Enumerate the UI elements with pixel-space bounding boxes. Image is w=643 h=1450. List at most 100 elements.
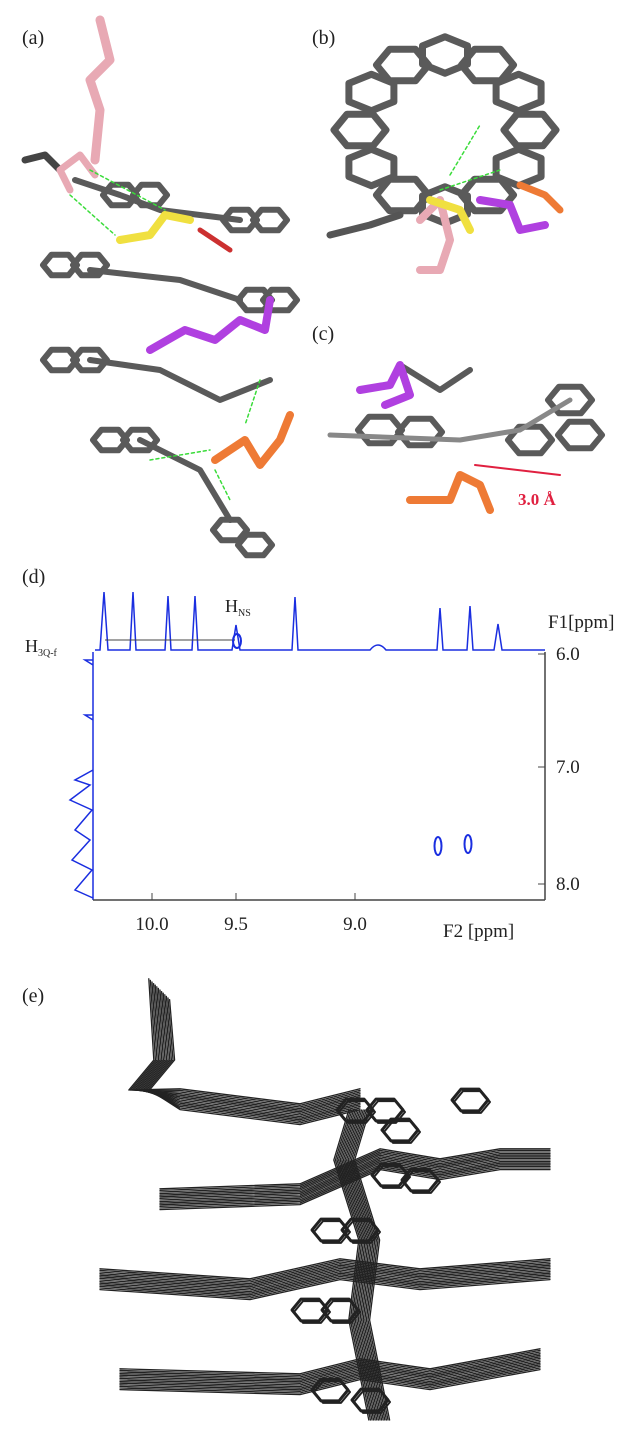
x-tick-label: 10.0 — [135, 914, 168, 935]
ring — [380, 1117, 420, 1143]
bond — [87, 267, 243, 303]
bond — [159, 1160, 551, 1203]
panel-label: (e) — [22, 985, 44, 1007]
bond — [99, 1274, 551, 1296]
ring — [492, 70, 545, 115]
bond — [119, 1352, 541, 1380]
bond — [99, 1278, 551, 1301]
bond — [159, 1151, 551, 1193]
bond — [99, 1258, 551, 1280]
panel-label: (a) — [22, 27, 44, 49]
ring — [343, 1220, 381, 1244]
bond — [132, 982, 361, 1110]
panel-label: (b) — [312, 27, 335, 49]
ring — [545, 383, 595, 417]
bond — [99, 1277, 551, 1299]
x-tick-label: 9.0 — [343, 914, 367, 935]
bond — [159, 1167, 551, 1209]
ring — [250, 206, 290, 234]
residue-yellow — [426, 196, 474, 234]
hbonds — [69, 124, 501, 501]
ring — [70, 346, 110, 374]
ring — [260, 286, 300, 314]
ring — [313, 1380, 351, 1404]
cross-peak — [433, 836, 443, 856]
x-tick-label: 9.5 — [224, 914, 248, 935]
ring — [450, 1087, 490, 1113]
ring — [130, 181, 170, 209]
bond — [350, 1109, 388, 1421]
ring — [90, 426, 130, 454]
bond — [352, 1109, 389, 1421]
ring — [383, 1120, 421, 1144]
cross-peak — [232, 633, 242, 649]
bond — [99, 1267, 551, 1290]
bond — [326, 211, 404, 239]
residue-orange — [211, 411, 294, 469]
ring — [320, 1297, 360, 1323]
distance-label: 3.0 Å — [518, 490, 557, 509]
f2-projection — [95, 591, 545, 651]
axis-title: F1[ppm] — [548, 612, 615, 633]
ring — [368, 1100, 406, 1124]
ring — [373, 45, 432, 85]
y-tick-label: 8.0 — [556, 874, 580, 895]
bond — [159, 1148, 551, 1190]
bond — [99, 1262, 551, 1285]
ring — [373, 175, 432, 215]
bond — [159, 1157, 551, 1200]
bond — [159, 1156, 551, 1198]
ring — [345, 145, 398, 190]
ring — [505, 423, 555, 457]
ring — [345, 70, 398, 115]
ring — [338, 1100, 376, 1124]
bond — [119, 1364, 541, 1391]
residues — [56, 15, 564, 514]
ring — [313, 1220, 351, 1244]
row-label: H3Q-f — [25, 636, 58, 659]
y-tick-label: 7.0 — [556, 757, 580, 778]
residue-purple — [476, 196, 549, 234]
ring — [400, 1167, 440, 1193]
bond — [99, 1270, 551, 1293]
residue-yellow — [116, 211, 194, 244]
ring — [419, 33, 471, 77]
ring — [323, 1300, 361, 1324]
bond — [131, 981, 361, 1108]
bond — [119, 1362, 541, 1389]
bond — [119, 1360, 541, 1388]
residue-pink — [56, 151, 99, 194]
axis-title: F2 [ppm] — [443, 921, 514, 942]
bond — [99, 1275, 551, 1298]
residue-orange — [406, 471, 494, 514]
ring — [293, 1300, 331, 1324]
bond — [99, 1264, 551, 1286]
residue-pink — [85, 15, 115, 165]
ring — [100, 181, 140, 209]
bond — [21, 151, 64, 174]
bond — [119, 1368, 541, 1396]
distance-marker — [474, 464, 561, 476]
bond — [159, 1159, 551, 1201]
bond — [159, 1154, 551, 1196]
ring — [458, 45, 517, 85]
panel-label: (d) — [22, 566, 45, 588]
bond — [87, 357, 273, 403]
ring — [40, 346, 80, 374]
bond — [148, 998, 361, 1126]
residue-orange — [516, 181, 564, 214]
residue-purple — [356, 361, 414, 409]
peak-label: HNS — [225, 596, 251, 619]
bond — [353, 1109, 391, 1421]
bond — [119, 1356, 541, 1383]
ring — [340, 1217, 380, 1243]
residue-pink — [416, 196, 454, 274]
ring — [310, 1217, 350, 1243]
ring — [353, 1390, 391, 1414]
bond — [72, 177, 243, 223]
residue-purple — [146, 296, 274, 354]
bond — [119, 1359, 541, 1386]
bond — [128, 978, 361, 1105]
